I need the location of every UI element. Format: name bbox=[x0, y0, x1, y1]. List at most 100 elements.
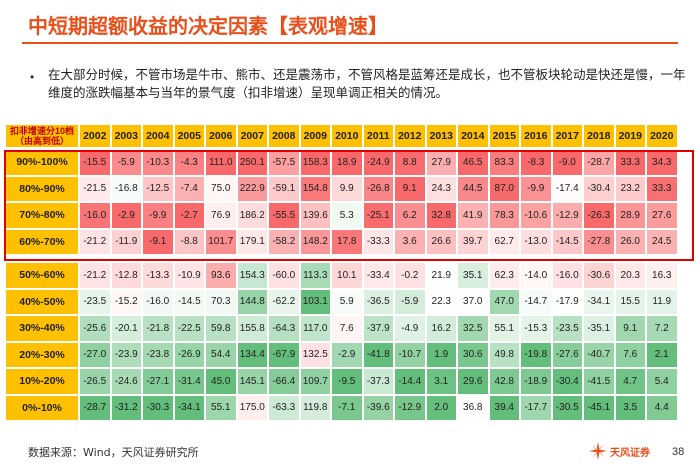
bullet-icon: • bbox=[30, 70, 35, 84]
row-label: 10%-20% bbox=[6, 369, 78, 394]
value-cell: 9.1 bbox=[395, 176, 425, 201]
value-cell: 35.1 bbox=[458, 263, 488, 288]
year-header: 2006 bbox=[206, 125, 236, 147]
value-cell: -31.2 bbox=[111, 395, 141, 420]
value-cell: -10.7 bbox=[395, 342, 425, 367]
value-cell: -27.6 bbox=[552, 342, 582, 367]
value-cell: 24.3 bbox=[426, 176, 456, 201]
year-header: 2002 bbox=[80, 125, 110, 147]
value-cell: -26.3 bbox=[584, 203, 614, 228]
value-cell: 36.8 bbox=[458, 395, 488, 420]
value-cell: 117.0 bbox=[300, 316, 330, 341]
value-cell: 62.7 bbox=[489, 229, 519, 254]
value-cell: 16.2 bbox=[426, 316, 456, 341]
value-cell: -41.5 bbox=[584, 369, 614, 394]
value-cell: -12.5 bbox=[143, 176, 173, 201]
value-cell: -21.8 bbox=[143, 316, 173, 341]
value-cell: 21.9 bbox=[426, 263, 456, 288]
value-cell: -4.9 bbox=[395, 316, 425, 341]
year-header: 2016 bbox=[521, 125, 551, 147]
value-cell: 30.6 bbox=[458, 342, 488, 367]
value-cell: 139.6 bbox=[300, 203, 330, 228]
table-gap bbox=[6, 256, 692, 263]
value-cell: -17.7 bbox=[521, 395, 551, 420]
year-header: 2007 bbox=[237, 125, 267, 147]
value-cell: 93.6 bbox=[206, 263, 236, 288]
value-cell: 7.2 bbox=[647, 316, 677, 341]
value-cell: -9.9 bbox=[521, 176, 551, 201]
value-cell: -22.5 bbox=[174, 316, 204, 341]
value-cell: 158.3 bbox=[300, 150, 330, 175]
value-cell: 7.6 bbox=[332, 316, 362, 341]
year-header: 2013 bbox=[426, 125, 456, 147]
page-number: 38 bbox=[672, 446, 685, 458]
year-header: 2003 bbox=[111, 125, 141, 147]
table-row: 90%-100% -15.5 -5.9 -10.3 -4.3 111.0 250.1 -57.… bbox=[6, 150, 692, 175]
value-cell: -36.5 bbox=[363, 289, 393, 314]
value-cell: -30.5 bbox=[552, 395, 582, 420]
year-header: 2009 bbox=[300, 125, 330, 147]
year-header: 2008 bbox=[269, 125, 299, 147]
value-cell: 44.5 bbox=[458, 176, 488, 201]
value-cell: 17.8 bbox=[332, 229, 362, 254]
value-cell: 113.3 bbox=[300, 263, 330, 288]
value-cell: -58.2 bbox=[269, 229, 299, 254]
value-cell: 33.3 bbox=[615, 150, 645, 175]
table-header-row: 扣非增速分10档 （由高到低） 2002 2003 2004 2005 2006 2007… bbox=[6, 125, 692, 147]
value-cell: -15.5 bbox=[80, 150, 110, 175]
value-cell: -9.1 bbox=[143, 229, 173, 254]
value-cell: -9.0 bbox=[552, 150, 582, 175]
value-cell: -13.0 bbox=[521, 229, 551, 254]
corner-label-line1: 扣非增速分10档 bbox=[9, 126, 74, 136]
value-cell: -64.3 bbox=[269, 316, 299, 341]
value-cell: 103.1 bbox=[300, 289, 330, 314]
value-cell: -57.5 bbox=[269, 150, 299, 175]
value-cell: 15.5 bbox=[615, 289, 645, 314]
value-cell: 59.8 bbox=[206, 316, 236, 341]
value-cell: -20.1 bbox=[111, 316, 141, 341]
value-cell: -16.8 bbox=[111, 176, 141, 201]
value-cell: 1.9 bbox=[426, 342, 456, 367]
year-header: 2015 bbox=[489, 125, 519, 147]
value-cell: -12.9 bbox=[395, 395, 425, 420]
bullet-text: 在大部分时候，不管市场是牛市、熊市、还是震荡市，不管风格是蓝筹还是成长，也不管板… bbox=[48, 67, 686, 100]
value-cell: 179.1 bbox=[237, 229, 267, 254]
corner-label-line2: （由高到低） bbox=[14, 136, 69, 146]
value-cell: 24.5 bbox=[647, 229, 677, 254]
value-cell: -14.5 bbox=[174, 289, 204, 314]
value-cell: -8.3 bbox=[521, 150, 551, 175]
value-cell: -16.0 bbox=[143, 289, 173, 314]
value-cell: -10.6 bbox=[521, 203, 551, 228]
value-cell: 134.4 bbox=[237, 342, 267, 367]
value-cell: 3.6 bbox=[395, 229, 425, 254]
year-header: 2010 bbox=[332, 125, 362, 147]
value-cell: 3.5 bbox=[615, 395, 645, 420]
value-cell: -14.5 bbox=[552, 229, 582, 254]
table-row: 20%-30% -27.0 -23.9 -23.8 -26.9 54.4 134.4 -67.… bbox=[6, 342, 692, 367]
value-cell: 154.3 bbox=[237, 263, 267, 288]
value-cell: -2.7 bbox=[174, 203, 204, 228]
value-cell: -24.6 bbox=[111, 369, 141, 394]
title-divider bbox=[22, 42, 678, 44]
brand-logo: 天风证券 bbox=[588, 440, 660, 462]
value-cell: -2.9 bbox=[111, 203, 141, 228]
value-cell: 37.0 bbox=[458, 289, 488, 314]
value-cell: -26.8 bbox=[363, 176, 393, 201]
value-cell: 5.4 bbox=[647, 369, 677, 394]
value-cell: 27.9 bbox=[426, 150, 456, 175]
value-cell: -30.4 bbox=[552, 369, 582, 394]
value-cell: -33.4 bbox=[363, 263, 393, 288]
table-row: 10%-20% -26.5 -24.6 -27.1 -31.4 45.0 145.1 -66.… bbox=[6, 369, 692, 394]
value-cell: 49.8 bbox=[489, 342, 519, 367]
value-cell: -67.9 bbox=[269, 342, 299, 367]
table-row: 60%-70% -21.2 -11.9 -9.1 -8.8 101.7 179.1 -58.2… bbox=[6, 229, 692, 254]
value-cell: 154.8 bbox=[300, 176, 330, 201]
value-cell: 109.7 bbox=[300, 369, 330, 394]
value-cell: 2.0 bbox=[426, 395, 456, 420]
value-cell: 132.5 bbox=[300, 342, 330, 367]
value-cell: -8.8 bbox=[174, 229, 204, 254]
value-cell: 155.8 bbox=[237, 316, 267, 341]
value-cell: -37.9 bbox=[363, 316, 393, 341]
value-cell: 6.2 bbox=[395, 203, 425, 228]
value-cell: -31.4 bbox=[174, 369, 204, 394]
